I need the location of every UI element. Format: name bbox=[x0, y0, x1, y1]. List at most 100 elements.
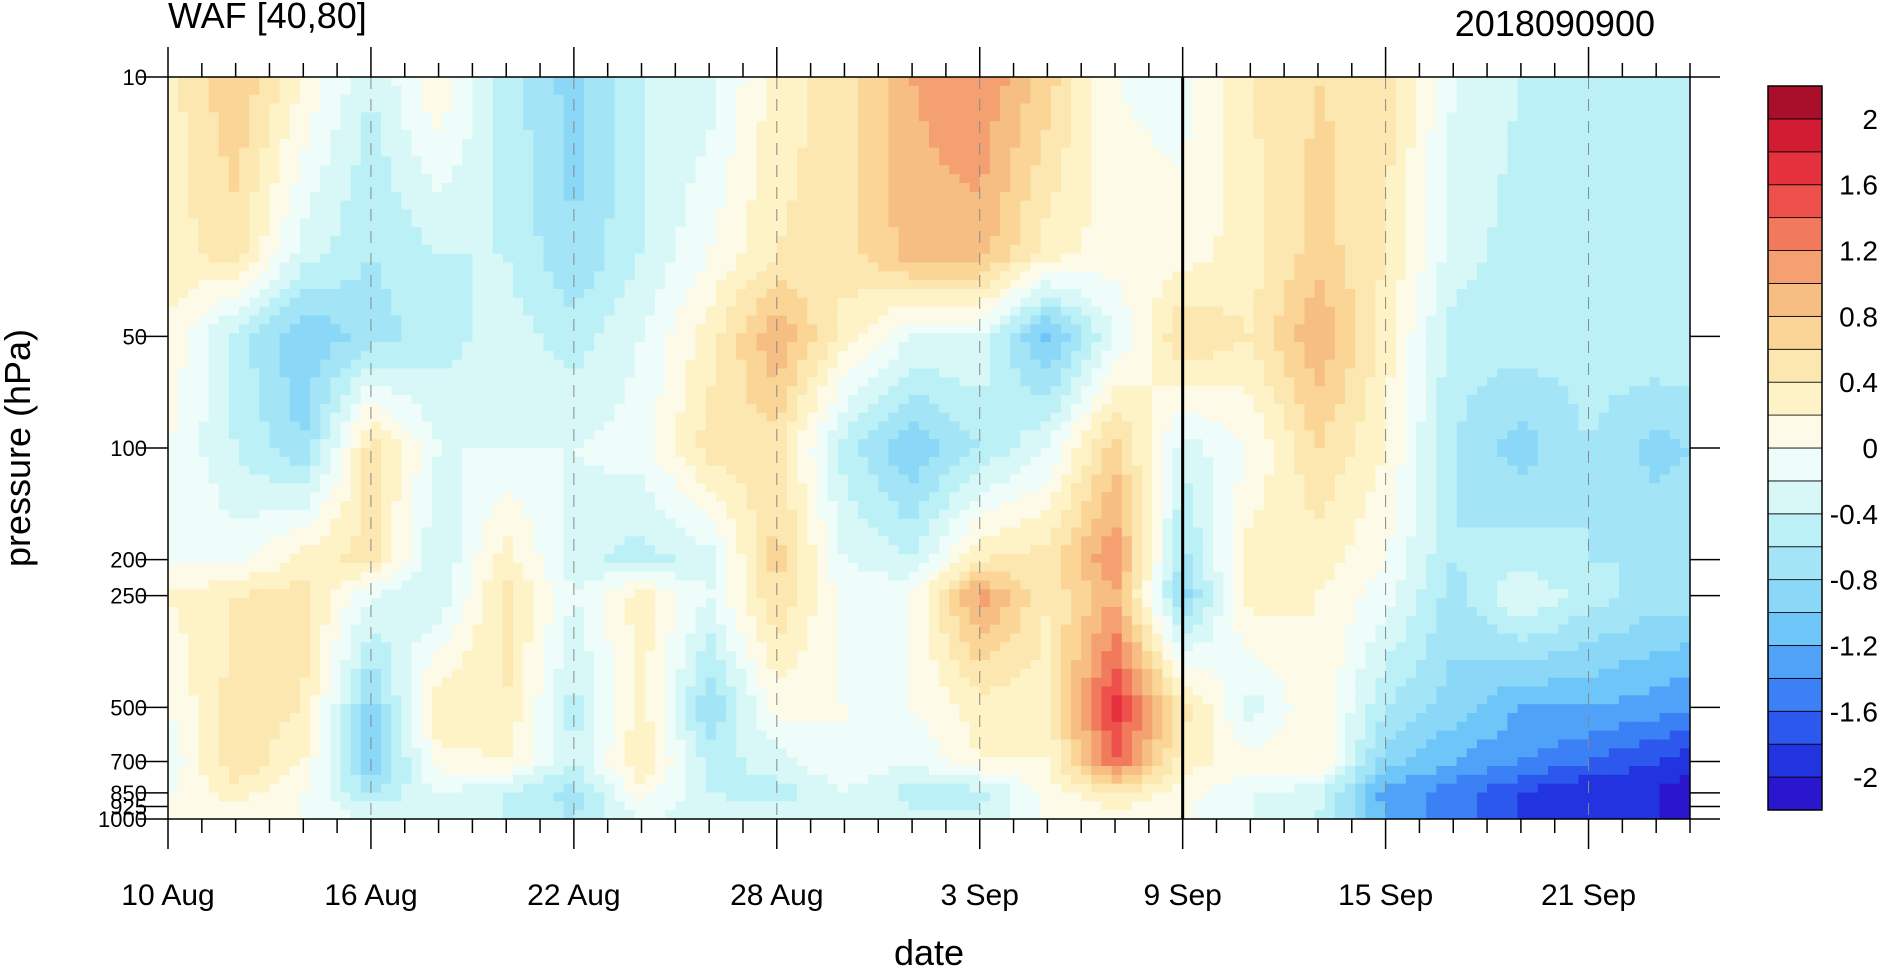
field-cell bbox=[1324, 262, 1336, 272]
field-cell bbox=[299, 306, 311, 317]
field-cell bbox=[1142, 165, 1153, 175]
field-cell bbox=[543, 147, 555, 158]
field-cell bbox=[1020, 130, 1032, 140]
field-cell bbox=[299, 200, 311, 211]
field-cell bbox=[228, 350, 240, 361]
field-cell bbox=[817, 333, 829, 343]
field-cell bbox=[644, 297, 656, 308]
field-cell bbox=[1527, 280, 1539, 290]
field-cell bbox=[939, 112, 950, 122]
field-cell bbox=[1101, 253, 1113, 264]
field-cell bbox=[1365, 103, 1377, 113]
field-cell bbox=[340, 191, 352, 202]
field-cell bbox=[1192, 236, 1204, 246]
field-cell bbox=[178, 262, 189, 272]
field-cell bbox=[330, 94, 342, 105]
field-cell bbox=[665, 94, 676, 105]
field-cell bbox=[1578, 333, 1590, 343]
field-cell bbox=[675, 130, 687, 140]
field-cell bbox=[726, 236, 737, 246]
field-cell bbox=[360, 147, 372, 158]
field-cell bbox=[1101, 315, 1113, 325]
field-cell bbox=[746, 138, 758, 149]
field-cell bbox=[705, 130, 717, 140]
field-cell bbox=[1071, 77, 1082, 87]
field-cell bbox=[1578, 130, 1590, 140]
field-cell bbox=[168, 103, 179, 113]
field-cell bbox=[584, 174, 595, 184]
field-cell bbox=[969, 227, 981, 237]
field-cell bbox=[391, 183, 402, 193]
field-cell bbox=[1487, 138, 1498, 149]
field-cell bbox=[228, 359, 240, 370]
field-cell bbox=[715, 200, 727, 211]
field-cell bbox=[1456, 236, 1468, 246]
field-cell bbox=[1294, 262, 1306, 272]
field-cell bbox=[604, 315, 616, 325]
field-cell bbox=[868, 306, 879, 317]
field-cell bbox=[472, 297, 484, 308]
field-cell bbox=[188, 253, 200, 264]
field-cell bbox=[1030, 174, 1042, 184]
field-cell bbox=[644, 227, 656, 237]
field-cell bbox=[1476, 138, 1488, 149]
field-cell bbox=[1314, 130, 1326, 140]
field-cell bbox=[1223, 209, 1234, 219]
field-cell bbox=[1426, 333, 1437, 343]
field-cell bbox=[1497, 130, 1508, 140]
field-cell bbox=[299, 165, 311, 175]
field-cell bbox=[1416, 342, 1427, 352]
field-cell bbox=[381, 315, 392, 325]
field-cell bbox=[736, 244, 747, 255]
field-cell bbox=[624, 191, 636, 202]
field-cell bbox=[1263, 253, 1275, 264]
field-cell bbox=[989, 280, 1001, 290]
field-cell bbox=[1324, 289, 1336, 299]
field-cell bbox=[1172, 183, 1184, 193]
field-cell bbox=[715, 77, 727, 87]
field-cell bbox=[908, 289, 920, 299]
field-cell bbox=[898, 359, 910, 370]
field-cell bbox=[1639, 191, 1651, 202]
field-cell bbox=[1030, 156, 1042, 166]
field-cell bbox=[188, 156, 200, 166]
field-cell bbox=[381, 174, 392, 184]
field-cell bbox=[178, 342, 189, 352]
field-cell bbox=[381, 112, 392, 122]
field-cell bbox=[1121, 236, 1133, 246]
field-cell bbox=[573, 236, 585, 246]
field-cell bbox=[1182, 297, 1194, 308]
field-cell bbox=[1334, 306, 1346, 317]
field-cell bbox=[553, 342, 565, 352]
field-cell bbox=[1365, 112, 1377, 122]
field-cell bbox=[1669, 138, 1681, 149]
field-cell bbox=[1547, 271, 1559, 281]
field-cell bbox=[827, 138, 839, 149]
field-cell bbox=[228, 165, 240, 175]
field-cell bbox=[198, 147, 210, 158]
field-cell bbox=[1639, 350, 1651, 361]
field-cell bbox=[299, 183, 311, 193]
field-cell bbox=[1679, 147, 1690, 158]
field-cell bbox=[350, 103, 362, 113]
field-cell bbox=[553, 297, 565, 308]
field-cell bbox=[573, 121, 585, 131]
field-cell bbox=[847, 271, 859, 281]
field-cell bbox=[431, 77, 443, 87]
field-cell bbox=[1121, 147, 1133, 158]
field-cell bbox=[1273, 94, 1285, 105]
field-cell bbox=[888, 138, 900, 149]
field-cell bbox=[320, 77, 331, 87]
field-cell bbox=[411, 368, 423, 378]
field-cell bbox=[431, 315, 443, 325]
field-cell bbox=[1071, 174, 1082, 184]
field-cell bbox=[1000, 262, 1011, 272]
field-cell bbox=[1547, 289, 1559, 299]
field-cell bbox=[472, 306, 484, 317]
field-cell bbox=[391, 280, 402, 290]
field-cell bbox=[624, 297, 636, 308]
field-cell bbox=[584, 297, 595, 308]
field-cell bbox=[1273, 200, 1285, 211]
field-cell bbox=[1416, 85, 1427, 96]
field-cell bbox=[320, 306, 331, 317]
